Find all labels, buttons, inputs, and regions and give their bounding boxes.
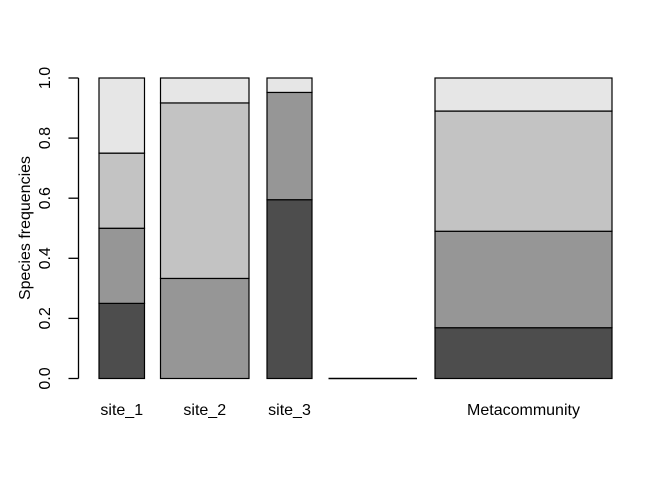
x-label-site_1: site_1 bbox=[100, 402, 143, 419]
y-tick-label-0.4: 0.4 bbox=[37, 247, 54, 269]
y-tick-label-0.8: 0.8 bbox=[37, 127, 54, 149]
y-tick-label-0.2: 0.2 bbox=[37, 307, 54, 329]
bar-site_3-segment-species-1-darkest bbox=[266, 199, 313, 380]
bar-site_1-segment-species-1-darkest bbox=[98, 302, 146, 380]
x-label-site_2: site_2 bbox=[183, 402, 226, 419]
bar-Metacommunity-segment-species-2-gray bbox=[434, 230, 613, 329]
bar-site_3-segment-species-2-gray bbox=[266, 91, 313, 201]
bar-Metacommunity-segment-species-1-darkest bbox=[434, 327, 613, 380]
bar-site_2-segment-species-3-lightgray bbox=[159, 102, 250, 280]
y-axis-title: Species frequencies bbox=[17, 156, 34, 300]
bar-site_1-segment-species-4-lightest bbox=[98, 77, 146, 154]
bar-site_2-segment-species-2-gray bbox=[159, 277, 250, 380]
bar-Metacommunity-segment-species-3-lightgray bbox=[434, 110, 613, 232]
bar-Metacommunity-segment-species-4-lightest bbox=[434, 77, 613, 112]
y-tick-label-0.0: 0.0 bbox=[37, 367, 54, 389]
bar-site_1-segment-species-2-gray bbox=[98, 227, 146, 304]
bar-site_1-segment-species-3-lightgray bbox=[98, 152, 146, 229]
bar-site_3-segment-species-4-lightest bbox=[266, 77, 313, 94]
bar-site_2-segment-species-4-lightest bbox=[159, 77, 250, 104]
y-tick-label-1.0: 1.0 bbox=[37, 67, 54, 89]
y-tick-label-0.6: 0.6 bbox=[37, 187, 54, 209]
x-label-Metacommunity: Metacommunity bbox=[467, 402, 580, 419]
x-label-site_3: site_3 bbox=[268, 402, 311, 419]
